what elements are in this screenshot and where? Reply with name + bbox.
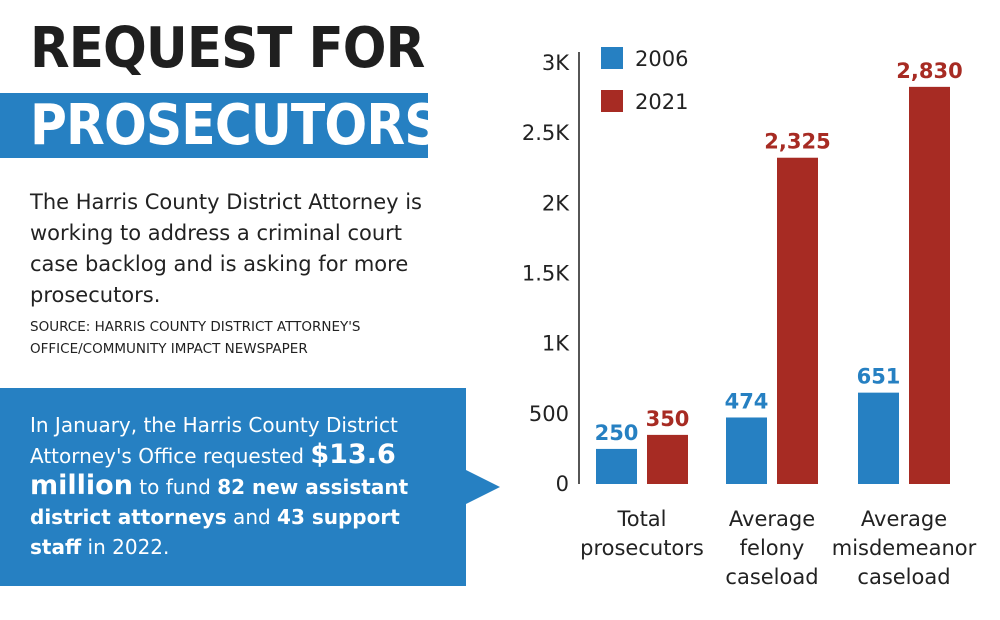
headline-line-1: REQUEST FOR	[30, 16, 425, 81]
headline-band	[0, 93, 428, 158]
bar-2021	[647, 434, 688, 484]
y-tick-label: 2K	[542, 191, 570, 215]
legend-swatch-2006	[601, 47, 623, 69]
data-label: 250	[595, 421, 639, 445]
y-tick-label: 1K	[542, 332, 570, 356]
bar-2021	[909, 86, 950, 485]
callout-amount: $13.6 million	[30, 439, 396, 501]
data-label: 651	[857, 365, 901, 389]
legend-swatch-2021	[601, 90, 623, 112]
y-tick-label: 1.5K	[522, 262, 570, 286]
bar-2006	[858, 392, 899, 484]
callout-staff-1: 82 new assistant district attorneys	[30, 475, 409, 529]
description-text: The Harris County District Attorney is w…	[30, 190, 422, 307]
callout-text: In January, the Harris County District A…	[30, 410, 450, 562]
callout-part-1: In January, the Harris County District A…	[30, 413, 398, 468]
y-tick-label: 3K	[542, 51, 570, 75]
y-tick-label: 500	[529, 402, 569, 426]
callout-part-3: and	[226, 505, 278, 529]
category-label: Average	[861, 507, 947, 531]
bar-2006	[596, 448, 637, 484]
bar-chart: 0 500 1K 1.5K 2K 2.5K 3K 250 474 651 350 2,325 2,830…	[522, 47, 977, 589]
category-label: felony	[740, 536, 805, 560]
data-label: 2,830	[896, 59, 962, 83]
category-label: prosecutors	[580, 536, 704, 560]
category-label: misdemeanor	[832, 536, 977, 560]
data-label: 474	[725, 389, 769, 413]
category-label: Total	[616, 507, 666, 531]
data-label: 350	[646, 407, 690, 431]
bar-2021	[777, 157, 818, 484]
callout-staff-2: 43 support staff	[30, 505, 400, 559]
source-note: SOURCE: HARRIS COUNTY DISTRICT ATTORNEY'…	[30, 319, 361, 357]
callout-part-2: to fund	[132, 475, 218, 499]
bar-2006	[726, 417, 767, 484]
category-label: caseload	[725, 565, 818, 589]
y-tick-label: 0	[556, 472, 569, 496]
callout-box: In January, the Harris County District A…	[0, 388, 500, 586]
category-label: caseload	[857, 565, 950, 589]
y-tick-label: 2.5K	[522, 121, 570, 145]
headline-line-2: PROSECUTORS	[30, 93, 441, 158]
legend-label: 2021	[635, 90, 688, 114]
legend-label: 2006	[635, 47, 688, 71]
data-label: 2,325	[764, 130, 830, 154]
callout-part-4: in 2022.	[81, 535, 170, 559]
category-label: Average	[729, 507, 815, 531]
callout-arrow-shape	[0, 388, 500, 586]
